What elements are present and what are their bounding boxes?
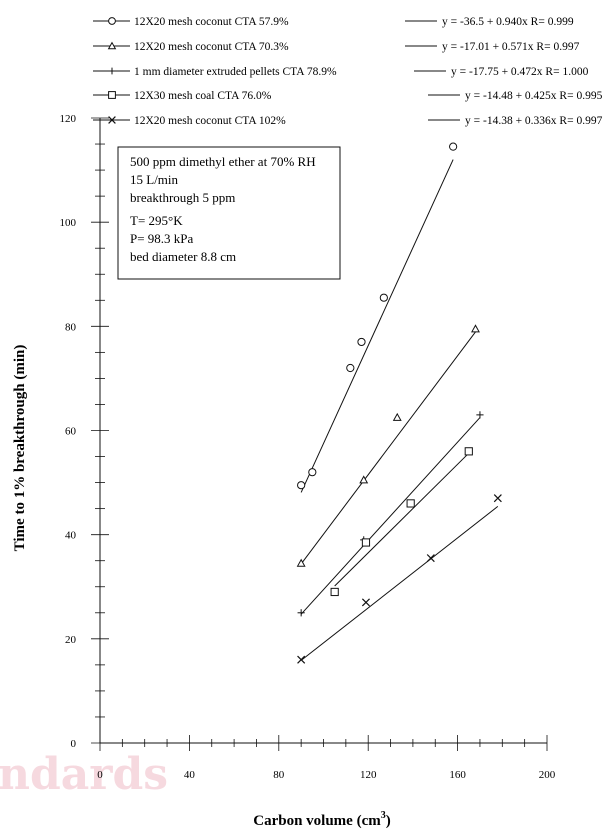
fit-equations: y = -36.5 + 0.940x R= 0.999 y = -17.01 + … — [405, 16, 603, 127]
annotation-line-5: P= 98.3 kPa — [130, 231, 194, 246]
square-marker-shape — [330, 587, 339, 597]
circle-marker-shape — [357, 337, 366, 347]
x-axis-title: Carbon volume (cm3) — [253, 810, 391, 829]
y-axis-ticks: 0 20 40 60 80 100 120 — [60, 113, 109, 750]
triangle-point-series-2 — [296, 558, 306, 567]
circle-marker-shape — [379, 293, 388, 302]
fit-line-series-1 — [300, 159, 454, 493]
x-marker-b — [108, 116, 116, 124]
square-point-series-4 — [330, 587, 339, 597]
legend-marker-2 — [107, 41, 117, 50]
fit-line-series-3 — [300, 417, 481, 615]
x-marker-b — [426, 554, 435, 563]
x-marker-b — [297, 655, 306, 664]
equation-label-1: y = -36.5 + 0.940x R= 0.999 — [442, 16, 574, 28]
triangle-point-series-2 — [392, 412, 402, 421]
legend-marker-3 — [108, 67, 116, 75]
legend: 12X20 mesh coconut CTA 57.9% 12X20 mesh c… — [93, 16, 337, 127]
y-tick-label: 40 — [65, 530, 77, 542]
circle-marker-shape — [346, 363, 355, 373]
x-tick-label: 80 — [273, 769, 285, 781]
circle-point-series-1 — [346, 363, 355, 373]
y-tick-label: 60 — [65, 426, 77, 438]
square-marker-shape — [108, 91, 116, 99]
circle-marker-shape — [308, 468, 317, 477]
equation-label-3: y = -17.75 + 0.472x R= 1.000 — [451, 66, 589, 78]
fit-line-series-2 — [300, 331, 476, 565]
circle-marker-shape — [297, 481, 306, 490]
y-tick-label: 0 — [71, 738, 77, 750]
x-tick-label: 0 — [97, 769, 103, 781]
equation-label-5: y = -14.38 + 0.336x R= 0.997 — [465, 115, 603, 127]
data-markers — [296, 142, 502, 664]
circle-point-series-1 — [297, 481, 306, 490]
annotation-line-6: bed diameter 8.8 cm — [130, 249, 236, 264]
x-axis-title-main: Carbon volume (cm — [253, 813, 381, 829]
x-point-series-5 — [493, 494, 502, 503]
triangle-marker-shape — [107, 41, 117, 50]
annotation-line-4: T= 295°K — [130, 213, 183, 228]
square-marker-shape — [361, 538, 371, 547]
x-axis-title-suffix: ) — [386, 813, 391, 829]
x-marker-b — [493, 494, 502, 503]
x-tick-label: 200 — [539, 769, 556, 781]
legend-label-3: 1 mm diameter extruded pellets CTA 78.9% — [134, 66, 337, 78]
circle-marker-shape — [108, 17, 116, 25]
plus-point-series-3 — [476, 411, 484, 419]
annotation-box — [117, 146, 341, 280]
annotation-line-1: 500 ppm dimethyl ether at 70% RH — [130, 154, 316, 169]
circle-point-series-1 — [357, 337, 366, 347]
y-tick-label: 20 — [65, 634, 77, 646]
circle-point-series-1 — [379, 293, 388, 302]
square-marker-shape — [464, 447, 473, 456]
x-marker-b — [361, 598, 370, 607]
triangle-marker-shape — [392, 412, 402, 421]
legend-label-5: 12X20 mesh coconut CTA 102% — [134, 115, 286, 127]
plus-point-series-3 — [297, 609, 305, 617]
equation-label-4: y = -14.48 + 0.425x R= 0.995 — [465, 90, 603, 102]
annotation-line-3: breakthrough 5 ppm — [130, 190, 235, 205]
circle-marker-shape — [449, 142, 458, 151]
x-tick-label: 120 — [360, 769, 377, 781]
x-tick-label: 160 — [449, 769, 466, 781]
legend-label-2: 12X20 mesh coconut CTA 70.3% — [134, 41, 289, 53]
fit-lines — [300, 159, 499, 661]
circle-point-series-1 — [449, 142, 458, 151]
square-point-series-4 — [361, 538, 371, 547]
legend-marker-4 — [108, 91, 116, 99]
legend-marker-5 — [108, 116, 116, 124]
triangle-marker-shape — [296, 558, 306, 567]
square-marker-shape — [406, 499, 415, 508]
triangle-marker-shape — [359, 475, 369, 484]
y-tick-label: 120 — [60, 113, 77, 125]
watermark-text: ndards — [0, 749, 168, 800]
triangle-point-series-2 — [359, 475, 369, 484]
square-point-series-4 — [406, 499, 415, 508]
x-axis-title-superscript: 3 — [381, 810, 386, 821]
triangle-marker-shape — [471, 324, 480, 333]
x-tick-label: 40 — [184, 769, 196, 781]
x-point-series-5 — [361, 598, 370, 607]
legend-label-4: 12X30 mesh coal CTA 76.0% — [134, 90, 272, 102]
circle-point-series-1 — [308, 468, 317, 477]
legend-marker-1 — [108, 17, 116, 25]
square-point-series-4 — [464, 447, 473, 456]
fit-line-series-4 — [334, 452, 470, 587]
legend-label-1: 12X20 mesh coconut CTA 57.9% — [134, 16, 289, 28]
triangle-point-series-2 — [471, 324, 480, 333]
y-axis-title: Time to 1% breakthrough (min) — [12, 345, 28, 552]
x-axis-ticks: 0 40 80 120 160 200 — [97, 735, 556, 781]
fit-line-series-5 — [300, 506, 499, 661]
annotation-line-2: 15 L/min — [130, 172, 179, 187]
y-tick-label: 80 — [65, 321, 77, 333]
y-tick-label: 100 — [60, 217, 77, 229]
x-point-series-5 — [297, 655, 306, 664]
x-point-series-5 — [426, 554, 435, 563]
equation-label-2: y = -17.01 + 0.571x R= 0.997 — [442, 41, 580, 53]
